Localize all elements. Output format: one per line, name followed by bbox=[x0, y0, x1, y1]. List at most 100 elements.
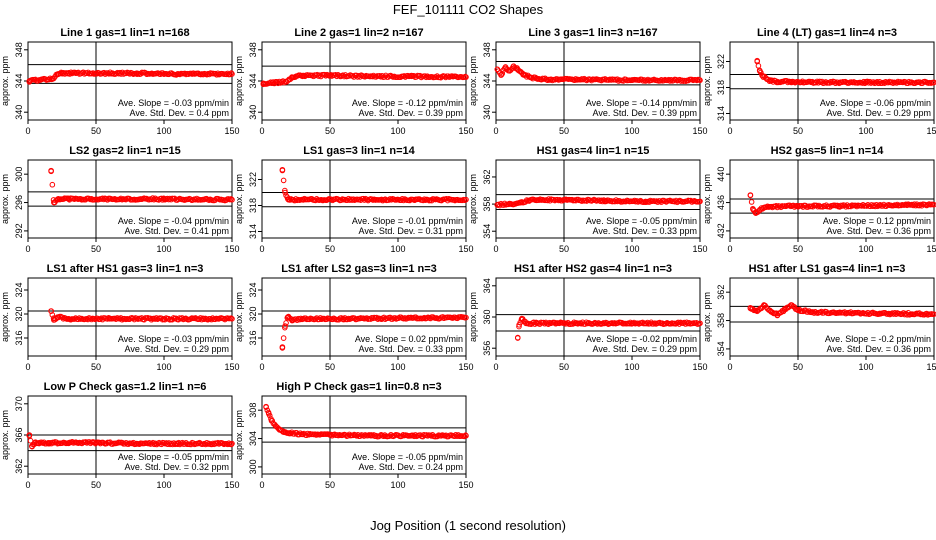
data-point bbox=[101, 69, 107, 76]
y-tick-label: 362 bbox=[716, 285, 726, 300]
x-tick-label: 150 bbox=[926, 244, 936, 254]
panel-6: 0 50 100 150 314 318 322 approx. ppm Ave. Slope … bbox=[234, 159, 474, 254]
x-tick-label: 100 bbox=[858, 362, 873, 372]
y-tick-label: 304 bbox=[248, 431, 258, 446]
x-tick-label: 0 bbox=[493, 244, 498, 254]
x-tick-label: 0 bbox=[25, 480, 30, 490]
x-tick-label: 0 bbox=[25, 362, 30, 372]
data-point bbox=[498, 72, 504, 78]
data-point bbox=[118, 195, 124, 202]
data-point bbox=[764, 203, 771, 210]
x-tick-label: 0 bbox=[259, 244, 264, 254]
data-point bbox=[321, 71, 328, 78]
slope-annotation: Ave. Slope = -0.14 ppm/min bbox=[586, 98, 697, 108]
x-tick-label: 0 bbox=[259, 362, 264, 372]
x-tick-label: 50 bbox=[91, 480, 101, 490]
data-point bbox=[280, 177, 287, 184]
data-point bbox=[47, 75, 53, 82]
slope-annotation: Ave. Slope = -0.03 ppm/min bbox=[118, 98, 229, 108]
y-tick-label: 296 bbox=[14, 195, 24, 210]
x-tick-label: 150 bbox=[458, 480, 473, 490]
y-tick-label: 362 bbox=[482, 169, 492, 184]
panel-title: LS1 after LS2 gas=3 lin=1 n=3 bbox=[281, 263, 437, 275]
slope-annotation: Ave. Slope = -0.02 ppm/min bbox=[586, 334, 697, 344]
data-point bbox=[284, 315, 291, 321]
x-tick-label: 150 bbox=[224, 480, 239, 490]
data-point bbox=[537, 196, 544, 203]
data-point bbox=[266, 412, 273, 419]
slope-annotation: Ave. Slope = -0.01 ppm/min bbox=[352, 216, 463, 226]
data-point bbox=[813, 202, 820, 209]
data-point bbox=[911, 201, 918, 208]
stddev-annotation: Ave. Std. Dev. = 0.29 ppm bbox=[593, 344, 697, 354]
data-point bbox=[223, 71, 230, 78]
data-point bbox=[94, 315, 101, 322]
x-tick-label: 50 bbox=[91, 126, 101, 136]
y-tick-label: 358 bbox=[716, 313, 726, 328]
panel-13: 0 50 100 150 362 366 370 approx. ppm Ave. Slope … bbox=[0, 395, 240, 490]
y-axis-label: approx. ppm bbox=[702, 56, 712, 106]
x-tick-label: 0 bbox=[493, 362, 498, 372]
data-point bbox=[545, 321, 552, 327]
data-point bbox=[146, 440, 153, 446]
x-tick-label: 150 bbox=[224, 126, 239, 136]
slope-annotation: Ave. Slope = -0.05 ppm/min bbox=[118, 452, 229, 462]
data-point bbox=[434, 433, 441, 440]
panel-title: LS1 gas=3 lin=1 n=14 bbox=[303, 145, 415, 157]
x-tick-label: 0 bbox=[25, 126, 30, 136]
panel-title: Line 3 gas=1 lin=3 n=167 bbox=[528, 27, 658, 39]
data-point bbox=[263, 404, 269, 410]
panel-title: Low P Check gas=1.2 lin=1 n=6 bbox=[43, 381, 207, 393]
y-tick-label: 344 bbox=[14, 73, 24, 88]
x-tick-label: 150 bbox=[458, 126, 473, 136]
y-axis-label: approx. ppm bbox=[0, 174, 10, 224]
y-tick-label: 348 bbox=[14, 42, 24, 57]
data-point bbox=[151, 441, 158, 448]
data-point bbox=[461, 433, 468, 440]
panel-12: 0 50 100 150 354 358 362 approx. ppm Ave. Slope … bbox=[702, 277, 936, 372]
data-point bbox=[360, 195, 366, 202]
panel-14: 0 50 100 150 300 304 308 approx. ppm Ave. Slope … bbox=[234, 395, 474, 490]
panel-11: 0 50 100 150 356 360 364 approx. ppm Ave. Slope … bbox=[468, 277, 708, 372]
data-point bbox=[758, 69, 764, 76]
slope-annotation: Ave. Slope = -0.03 ppm/min bbox=[118, 334, 229, 344]
data-point bbox=[346, 73, 352, 79]
data-point bbox=[76, 315, 83, 321]
data-point bbox=[27, 437, 34, 444]
x-tick-label: 0 bbox=[259, 480, 264, 490]
data-point bbox=[152, 316, 158, 322]
data-point bbox=[626, 320, 632, 327]
data-point bbox=[422, 73, 428, 79]
x-axis-label: Jog Position (1 second resolution) bbox=[370, 518, 566, 533]
y-axis-label: approx. ppm bbox=[0, 410, 10, 460]
data-point bbox=[97, 316, 103, 322]
data-point bbox=[916, 202, 923, 209]
x-tick-label: 150 bbox=[692, 362, 707, 372]
data-point bbox=[619, 319, 625, 326]
x-tick-label: 50 bbox=[793, 362, 803, 372]
y-axis-label: approx. ppm bbox=[468, 174, 478, 224]
main-title: FEF_101111 CO2 Shapes bbox=[392, 2, 544, 17]
data-point bbox=[533, 75, 540, 82]
x-tick-label: 0 bbox=[727, 244, 732, 254]
data-point bbox=[315, 73, 322, 79]
slope-annotation: Ave. Slope = 0.12 ppm/min bbox=[823, 216, 931, 226]
x-tick-label: 150 bbox=[224, 362, 239, 372]
x-tick-label: 150 bbox=[458, 362, 473, 372]
data-point bbox=[269, 417, 276, 424]
panel-title: HS1 gas=4 lin=1 n=15 bbox=[536, 145, 650, 157]
data-point bbox=[561, 320, 568, 326]
y-tick-label: 354 bbox=[482, 224, 492, 239]
data-point bbox=[228, 315, 234, 321]
data-point bbox=[755, 63, 762, 69]
y-tick-label: 348 bbox=[482, 42, 492, 57]
data-point bbox=[499, 70, 506, 77]
slope-annotation: Ave. Slope = -0.05 ppm/min bbox=[352, 452, 463, 462]
data-point bbox=[929, 311, 936, 318]
data-point bbox=[113, 316, 119, 322]
y-tick-label: 322 bbox=[248, 172, 258, 187]
panel-title: HS1 after LS1 gas=4 lin=1 n=3 bbox=[748, 263, 906, 275]
y-tick-label: 340 bbox=[482, 105, 492, 120]
y-tick-label: 360 bbox=[482, 309, 492, 324]
panel-title: HS2 gas=5 lin=1 n=14 bbox=[770, 145, 884, 157]
